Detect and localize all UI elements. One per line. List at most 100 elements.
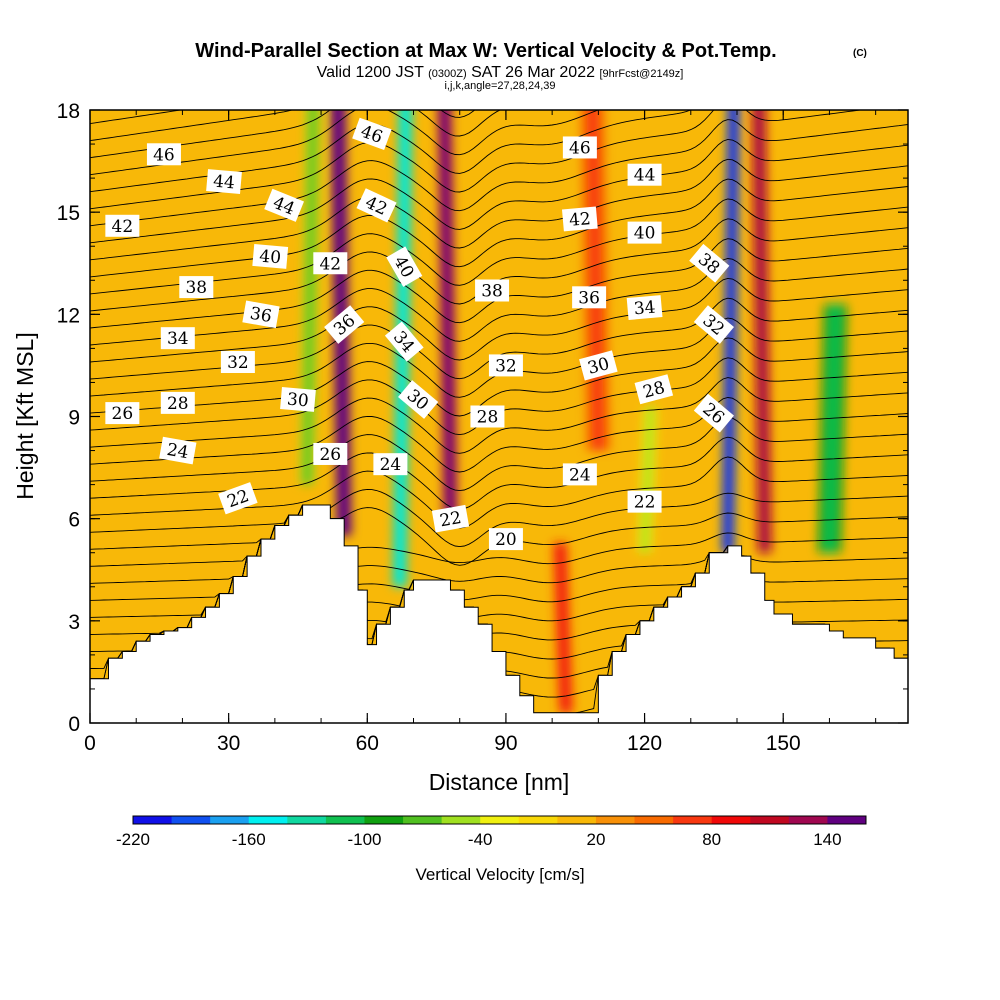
theta-label-text: 36 (578, 288, 600, 308)
theta-label-text: 28 (167, 394, 189, 414)
theta-label: 36 (242, 300, 280, 329)
theta-label: 38 (475, 279, 510, 302)
theta-label-text: 26 (319, 445, 341, 465)
colorbar-title: Vertical Velocity [cm/s] (415, 865, 584, 884)
valid-prefix: Valid 1200 JST (317, 64, 428, 81)
colorbar-label: -160 (232, 830, 266, 849)
theta-contour-line (90, 504, 908, 567)
theta-label-box (159, 436, 197, 465)
theta-label: 34 (626, 295, 663, 320)
colorbar-swatch (827, 816, 867, 824)
colorbar-swatch (248, 816, 288, 824)
theta-label: 32 (488, 354, 523, 377)
colorbar: -220 -160 -100 -40 20 80 140 (116, 815, 867, 849)
theta-label-box (627, 490, 662, 513)
colorbar-swatch (711, 816, 751, 824)
theta-label: 38 (179, 276, 214, 299)
theta-label: 40 (252, 243, 289, 269)
theta-label-text: 22 (634, 493, 656, 513)
theta-contour-line (90, 110, 184, 125)
theta-label-box (470, 405, 505, 428)
theta-label-box (689, 243, 730, 283)
theta-contour-line (90, 158, 908, 261)
x-tick-label: 30 (217, 732, 240, 755)
theta-label: 28 (160, 391, 195, 414)
terrain (90, 504, 908, 723)
theta-label-box (179, 276, 214, 299)
theta-label-box (634, 374, 674, 405)
velocity-core (641, 406, 655, 553)
colorbar-swatch (788, 816, 828, 824)
valid-utc: (0300Z) (428, 68, 467, 80)
theta-label-box (160, 327, 195, 350)
theta-contour-line (90, 277, 908, 363)
theta-label-text: 36 (248, 304, 273, 327)
colorbar-swatch (287, 816, 327, 824)
theta-label: 42 (105, 214, 140, 237)
theta-label-box (220, 351, 255, 374)
velocity-core (724, 110, 737, 553)
theta-label-text: 40 (634, 224, 656, 244)
y-tick-label: 18 (57, 100, 80, 123)
colorbar-label: -220 (116, 830, 150, 849)
theta-contour-line (90, 110, 600, 176)
theta-label-box (356, 188, 397, 223)
theta-label-text: 38 (481, 281, 503, 301)
theta-label-text: 24 (165, 440, 190, 463)
theta-label: 34 (160, 327, 195, 350)
y-axis-label: Height [Kft MSL] (12, 332, 38, 499)
theta-label-box (352, 117, 392, 150)
theta-label-box (431, 504, 470, 533)
theta-label-box (562, 136, 597, 159)
theta-label-box (264, 188, 304, 222)
theta-label-box (562, 463, 597, 486)
colorbar-swatch (518, 816, 558, 824)
x-axis-label: Distance [nm] (429, 769, 570, 795)
theta-label: 40 (627, 221, 662, 244)
theta-label: 26 (313, 442, 348, 465)
theta-contour-line (90, 119, 908, 227)
valid-time-line: Valid 1200 JST (0300Z) SAT 26 Mar 2022 [… (317, 64, 684, 81)
y-tick-label: 12 (57, 304, 80, 327)
theta-contour-line (90, 178, 908, 278)
theta-label-box (324, 305, 365, 344)
theta-label-text: 38 (185, 278, 207, 298)
theta-label-box (160, 391, 195, 414)
theta-label: 22 (431, 504, 470, 533)
theta-label-text: 24 (380, 455, 402, 475)
colorbar-label: 80 (702, 830, 721, 849)
theta-label-text: 30 (286, 390, 309, 412)
theta-label-text: 44 (634, 166, 656, 186)
theta-label-box (105, 214, 140, 237)
colorbar-swatch (441, 816, 481, 824)
x-tick-label: 150 (766, 732, 801, 755)
theta-label: 32 (220, 351, 255, 374)
theta-label-box (206, 169, 242, 194)
theta-label-text: 32 (227, 353, 249, 373)
colorbar-swatch (133, 816, 173, 824)
y-tick-label: 15 (57, 202, 80, 225)
theta-label-text: 34 (633, 298, 656, 320)
colorbar-swatch (750, 816, 790, 824)
theta-contour-line (90, 416, 908, 492)
theta-label-text: 46 (569, 138, 591, 158)
colorbar-swatch (480, 816, 520, 824)
theta-contour-line (90, 504, 908, 584)
theta-label-box (313, 252, 348, 275)
theta-label-box (572, 286, 607, 309)
colorbar-label: 20 (586, 830, 605, 849)
theta-contour-line (90, 337, 908, 417)
theta-label-text: 24 (569, 465, 591, 485)
plot-area: 46 44 44 42 40 38 36 34 32 30 28 26 24 26 24 22 46 42 42 40… (90, 110, 908, 723)
copyright-mark: (C) (853, 48, 867, 59)
theta-label: 30 (579, 350, 618, 381)
colorbar-swatch (403, 816, 443, 824)
theta-label: 46 (562, 136, 597, 159)
theta-label: 30 (280, 387, 316, 412)
theta-label-box (386, 246, 423, 287)
theta-label-box (218, 482, 258, 515)
theta-label: 24 (373, 453, 408, 476)
theta-label-text: 42 (319, 254, 341, 274)
theta-label-box (252, 243, 289, 269)
theta-label-box (105, 402, 140, 425)
